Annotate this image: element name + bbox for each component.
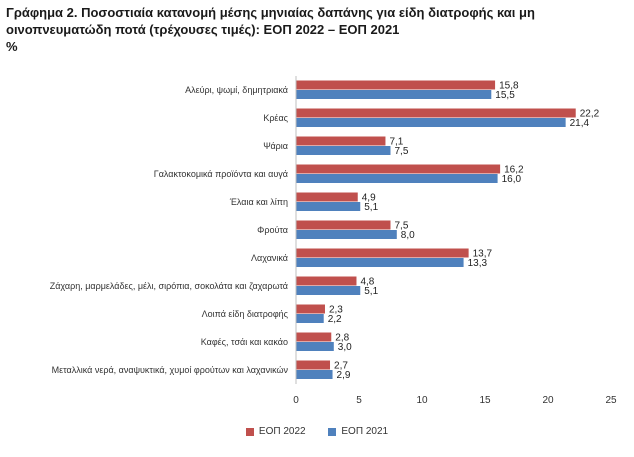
bar-2022 <box>296 220 391 230</box>
data-label: 13,7 <box>473 249 493 260</box>
data-label: 4,9 <box>362 193 376 204</box>
legend-item-2021: ΕΟΠ 2021 <box>328 426 388 437</box>
bar-2022 <box>296 248 469 258</box>
category-label: Κρέας <box>263 113 288 123</box>
bar-2022 <box>296 136 386 146</box>
bar-2022 <box>296 360 331 370</box>
legend-label-2022: ΕΟΠ 2022 <box>258 426 306 437</box>
bar-2021 <box>296 202 361 211</box>
bar-2021 <box>296 90 492 99</box>
bar-2021 <box>296 370 333 379</box>
data-label: 15,5 <box>495 90 515 101</box>
bar-2021 <box>296 286 361 295</box>
data-label: 7,5 <box>395 221 409 232</box>
bar-2021 <box>296 146 391 155</box>
bar-2022 <box>296 192 358 202</box>
x-tick-label: 25 <box>605 395 617 406</box>
bar-2022 <box>296 164 501 174</box>
bar-2021 <box>296 314 324 323</box>
data-label: 7,1 <box>389 137 403 148</box>
data-label: 2,8 <box>335 333 349 344</box>
bar-2022 <box>296 80 496 90</box>
legend-swatch-2022 <box>245 427 254 436</box>
x-tick-label: 20 <box>542 395 554 406</box>
bar-2021 <box>296 118 566 127</box>
data-label: 22,2 <box>580 109 600 120</box>
bar-2022 <box>296 304 325 314</box>
legend-item-2022: ΕΟΠ 2022 <box>245 426 306 437</box>
x-tick-label: 15 <box>479 395 491 406</box>
x-tick-label: 5 <box>356 395 362 406</box>
bar-2021 <box>296 342 334 351</box>
chart-title: Γράφημα 2. Ποσοστιαία κατανομή μέσης μην… <box>6 4 626 55</box>
chart-title-line-2: οινοπνευματώδη ποτά (τρέχουσες τιμές): Ε… <box>6 22 400 37</box>
data-label: 5,1 <box>364 202 378 213</box>
data-label: 2,2 <box>328 314 342 325</box>
category-label: Μεταλλικά νερά, αναψυκτικά, χυμοί φρούτω… <box>52 365 289 375</box>
legend: ΕΟΠ 2022 ΕΟΠ 2021 <box>0 426 634 439</box>
x-tick-label: 0 <box>293 395 299 406</box>
legend-swatch-2021 <box>328 427 337 436</box>
category-label: Φρούτα <box>257 225 288 235</box>
x-tick-label: 10 <box>416 395 428 406</box>
bar-2021 <box>296 258 464 267</box>
bar-2021 <box>296 230 397 239</box>
data-label: 4,8 <box>360 277 374 288</box>
bar-2021 <box>296 174 498 183</box>
category-label: Ψάρια <box>263 141 288 151</box>
data-label: 15,8 <box>499 81 519 92</box>
data-label: 13,3 <box>468 258 488 269</box>
category-label: Λοιπά είδη διατροφής <box>202 309 289 319</box>
bar-2022 <box>296 108 576 118</box>
data-label: 2,9 <box>337 370 351 381</box>
data-label: 7,5 <box>395 146 409 157</box>
category-label: Λαχανικά <box>251 253 288 263</box>
legend-label-2021: ΕΟΠ 2021 <box>341 426 389 437</box>
category-label: Έλαια και λίπη <box>229 197 288 207</box>
category-label: Ζάχαρη, μαρμελάδες, μέλι, σιρόπια, σοκολ… <box>50 281 288 291</box>
category-label: Καφές, τσάι και κακάο <box>201 337 288 347</box>
data-label: 8,0 <box>401 230 415 241</box>
bar-2022 <box>296 276 357 286</box>
data-label: 16,2 <box>504 165 524 176</box>
chart-unit: % <box>6 39 18 54</box>
data-label: 16,0 <box>502 174 522 185</box>
bar-2022 <box>296 332 332 342</box>
category-label: Γαλακτοκομικά προϊόντα και αυγά <box>154 169 288 179</box>
chart-title-line-1: Γράφημα 2. Ποσοστιαία κατανομή μέσης μην… <box>6 5 535 20</box>
data-label: 3,0 <box>338 342 352 353</box>
data-label: 21,4 <box>570 118 590 129</box>
data-label: 2,3 <box>329 305 343 316</box>
data-label: 2,7 <box>334 361 348 372</box>
bar-chart: Αλεύρι, ψωμί, δημητριακά 15,815,5 Κρέας 22,… <box>50 76 617 406</box>
category-label: Αλεύρι, ψωμί, δημητριακά <box>185 85 288 95</box>
data-label: 5,1 <box>364 286 378 297</box>
